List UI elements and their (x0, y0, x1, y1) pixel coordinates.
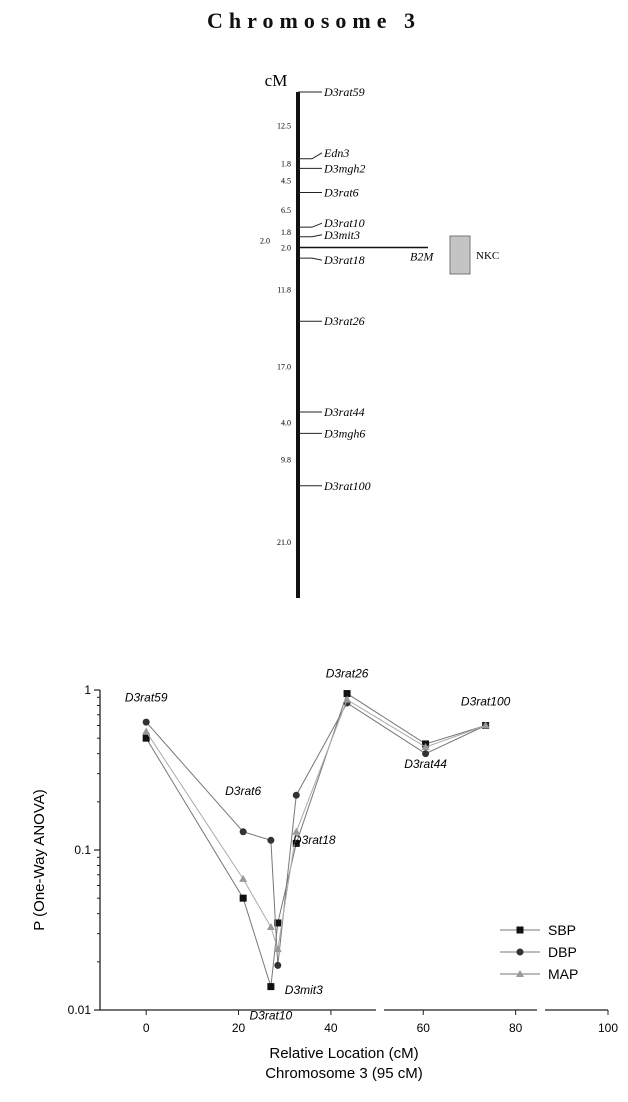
point-dbp (267, 836, 275, 844)
legend-marker-map (516, 970, 524, 977)
marker-annotation: D3rat26 (326, 666, 369, 680)
x-tick-label: 0 (143, 1021, 150, 1035)
y-axis-title: P (One-Way ANOVA) (31, 789, 48, 930)
interval-distance: 2.0 (281, 243, 291, 252)
x-tick-label: 40 (324, 1021, 338, 1035)
point-map (481, 721, 490, 729)
marker-label: D3mgh6 (323, 426, 365, 440)
marker-tick (298, 152, 323, 160)
marker-annotation: D3rat6 (225, 784, 261, 798)
y-tick-label: 0.01 (68, 1003, 92, 1017)
chromosome-title: Chromosome 3 (207, 8, 421, 33)
interval-distance: 11.8 (277, 286, 291, 295)
interval-distance: 2.0 (260, 236, 270, 245)
point-dbp (274, 961, 282, 969)
axis-break (537, 1005, 545, 1015)
point-dbp (239, 828, 247, 836)
interval-distance: 6.5 (281, 206, 291, 215)
point-sbp (142, 734, 150, 742)
unit-label: cM (265, 71, 288, 90)
nkc-label: NKC (476, 250, 499, 262)
x-tick-label: 80 (509, 1021, 523, 1035)
marker-tick (298, 234, 323, 238)
interval-distance: 21.0 (277, 538, 291, 547)
marker-annotation: D3rat100 (461, 695, 511, 709)
legend-label: SBP (548, 922, 576, 938)
interval-distance: 17.0 (277, 363, 291, 372)
point-map (421, 743, 430, 751)
y-tick-label: 1 (84, 683, 91, 697)
anova-plot: 0.01 0.1 1 0 20 40 60 80 100 Relative Location (c… (31, 666, 618, 1082)
x-axis-subtitle: Chromosome 3 (95 cM) (265, 1065, 423, 1082)
marker-annotation: D3rat10 (250, 1009, 293, 1023)
marker-annotation: D3mit3 (285, 983, 323, 997)
point-sbp (292, 839, 300, 847)
legend-label: MAP (548, 966, 578, 982)
marker-label: D3mgh2 (323, 161, 365, 175)
interval-distance: 1.8 (281, 160, 291, 169)
marker-label: D3rat10 (323, 216, 365, 230)
marker-label: D3rat6 (323, 185, 359, 199)
interval-distance: 4.0 (281, 419, 291, 428)
x-tick-label: 100 (598, 1021, 618, 1035)
point-dbp (142, 718, 150, 726)
point-sbp (343, 690, 351, 698)
qtl-marker-label: B2M (410, 249, 434, 263)
series-line-map (145, 698, 486, 950)
marker-tick (298, 257, 323, 261)
marker-annotation: D3rat18 (293, 833, 336, 847)
point-sbp (267, 983, 275, 991)
point-dbp (292, 791, 300, 799)
nkc-box (449, 235, 471, 275)
marker-label: D3rat100 (323, 479, 371, 493)
legend-marker-dbp (516, 948, 524, 956)
marker-annotation: D3rat59 (125, 691, 168, 705)
point-dbp (422, 750, 430, 758)
interval-distance: 4.5 (281, 176, 291, 185)
point-map (142, 727, 151, 735)
x-tick-label: 60 (417, 1021, 431, 1035)
marker-annotation: D3rat44 (404, 757, 447, 771)
x-axis-title: Relative Location (cM) (269, 1045, 418, 1062)
point-sbp (239, 894, 247, 902)
marker-label: D3mit3 (323, 228, 360, 242)
point-map (266, 923, 275, 931)
marker-tick (298, 222, 323, 228)
marker-label: D3rat18 (323, 253, 365, 267)
marker-label: D3rat44 (323, 405, 365, 419)
marker-label: D3rat59 (323, 85, 365, 99)
x-tick-label: 20 (232, 1021, 246, 1035)
legend-label: DBP (548, 944, 577, 960)
marker-label: Edn3 (323, 146, 349, 160)
interval-distance: 12.5 (277, 121, 291, 130)
point-sbp (274, 919, 282, 927)
legend-marker-sbp (516, 926, 524, 934)
point-map (292, 827, 301, 835)
y-tick-label: 0.1 (74, 843, 91, 857)
marker-label: D3rat26 (323, 314, 365, 328)
interval-distance: 9.8 (281, 456, 291, 465)
point-map (273, 945, 282, 953)
axis-break (376, 1005, 384, 1015)
series-line-dbp (145, 702, 486, 966)
point-map (343, 695, 352, 703)
interval-distance: 1.8 (281, 228, 291, 237)
point-map (239, 874, 248, 882)
